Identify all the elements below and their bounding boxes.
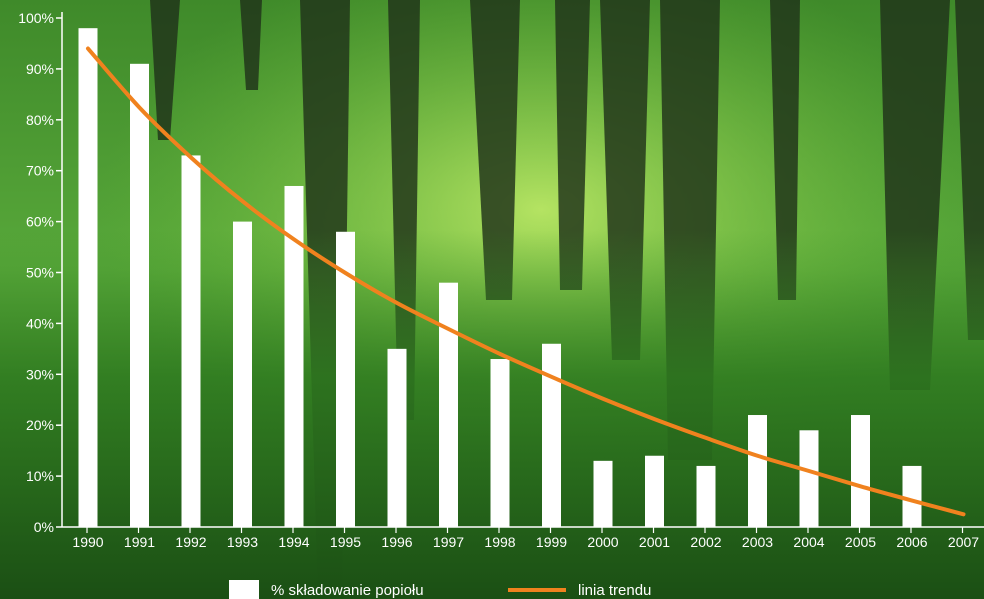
- bar: [902, 465, 922, 527]
- x-tick-label: 1990: [72, 534, 103, 550]
- y-tick-label: 10%: [26, 468, 54, 484]
- bar: [387, 348, 407, 527]
- legend-label-trend: linia trendu: [578, 582, 651, 599]
- x-axis-ticks: 1990 1991 1992 1993 1994 1995 1996 1997 1998 1999…: [72, 527, 979, 550]
- x-tick-label: 1999: [536, 534, 567, 550]
- x-tick-label: 2005: [845, 534, 876, 550]
- trend-line-series: [86, 46, 966, 517]
- bar-series: [78, 28, 922, 528]
- x-tick-label: 2007: [948, 534, 979, 550]
- x-tick-label: 2002: [690, 534, 721, 550]
- bar: [284, 185, 304, 527]
- bar: [439, 282, 458, 527]
- legend-swatch-bars: [229, 580, 259, 599]
- y-axis-ticks: 0% 10% 20% 30% 40% 50% 60% 70% 80% 90% 100%: [18, 10, 62, 535]
- x-tick-label: 1994: [278, 534, 309, 550]
- y-tick-label: 60%: [26, 214, 54, 230]
- bar: [696, 465, 716, 527]
- x-tick-label: 2006: [896, 534, 927, 550]
- bar: [78, 28, 98, 528]
- bar: [336, 231, 355, 527]
- y-tick-label: 40%: [26, 315, 54, 331]
- y-tick-label: 0%: [34, 519, 54, 535]
- x-tick-label: 1998: [484, 534, 515, 550]
- x-tick-label: 2004: [793, 534, 824, 550]
- legend: % składowanie popiołu linia trendu: [229, 580, 651, 599]
- y-tick-label: 30%: [26, 366, 54, 382]
- bar: [542, 343, 561, 527]
- bar: [851, 415, 870, 527]
- bar: [748, 415, 767, 527]
- x-tick-label: 1996: [381, 534, 412, 550]
- axes: [61, 12, 984, 528]
- x-tick-label: 2001: [639, 534, 670, 550]
- bar: [799, 430, 819, 527]
- y-tick-label: 50%: [26, 265, 54, 281]
- bar: [490, 359, 510, 527]
- x-tick-label: 1995: [330, 534, 361, 550]
- x-tick-label: 1992: [175, 534, 206, 550]
- x-tick-label: 2003: [742, 534, 773, 550]
- bar: [645, 455, 664, 527]
- bar: [233, 221, 252, 527]
- bar: [181, 155, 201, 527]
- x-tick-label: 1997: [433, 534, 464, 550]
- y-tick-label: 100%: [18, 10, 54, 26]
- legend-label-bars: % składowanie popiołu: [271, 582, 424, 599]
- x-tick-label: 1993: [227, 534, 258, 550]
- x-tick-label: 2000: [587, 534, 618, 550]
- trend-line: [86, 46, 966, 517]
- bar: [130, 63, 149, 528]
- y-tick-label: 90%: [26, 61, 54, 77]
- y-tick-label: 80%: [26, 112, 54, 128]
- bar: [593, 460, 613, 527]
- y-tick-label: 20%: [26, 417, 54, 433]
- y-tick-label: 70%: [26, 163, 54, 179]
- x-tick-label: 1991: [124, 534, 155, 550]
